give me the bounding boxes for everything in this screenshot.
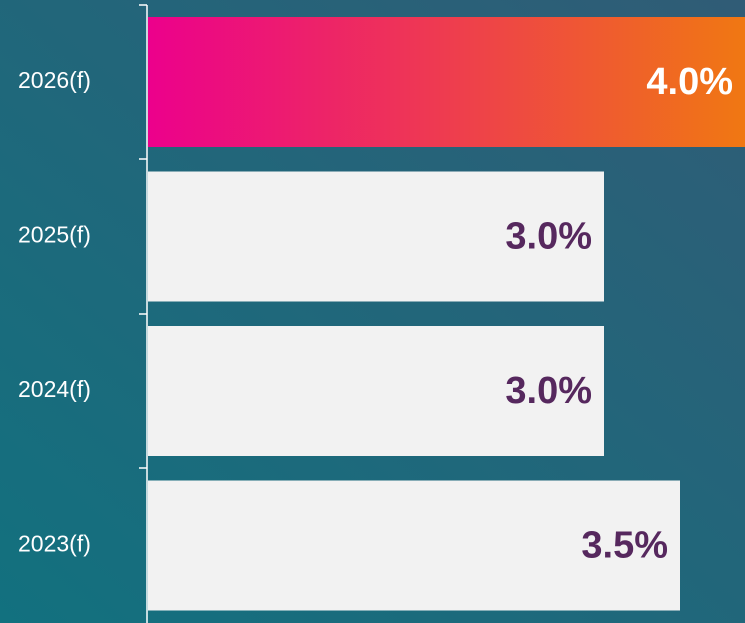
bar [148,326,604,456]
bar [148,17,745,147]
value-label: 3.5% [581,525,668,567]
bar [148,171,604,302]
value-label: 4.0% [646,61,733,103]
value-label: 3.0% [505,370,592,412]
category-label: 2026(f) [18,67,91,93]
value-label: 3.0% [505,216,592,258]
category-label: 2025(f) [18,222,91,248]
bar [148,480,680,611]
category-label: 2024(f) [18,376,91,402]
category-label: 2023(f) [18,531,91,557]
